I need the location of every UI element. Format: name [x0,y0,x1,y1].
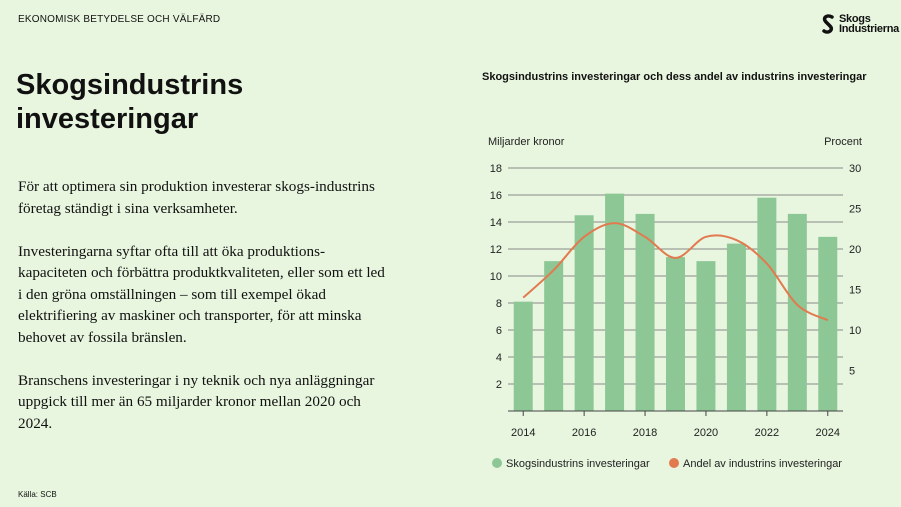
x-tick-label: 2014 [511,427,535,439]
bar [574,215,594,411]
y2-tick-label: 30 [849,163,861,175]
y-tick-label: 14 [490,217,502,229]
y2-tick-label: 25 [849,204,861,216]
y-tick-label: 8 [496,298,502,310]
page-title: Skogsindustrins investeringar [16,69,244,135]
paragraph: Investeringarna syftar ofta till att öka… [18,242,385,346]
paragraph: För att optimera sin produktion invester… [18,178,375,217]
bar [818,236,838,411]
chart-title: Skogsindustrins investeringar och dess a… [482,71,867,83]
legend-label: Andel av industrins investeringar [683,458,842,470]
y2-tick-label: 10 [849,325,861,337]
y-tick-label: 6 [496,325,502,337]
logo-text-1: Skogs [839,13,871,25]
bar [544,261,564,411]
paragraph: Branschens investeringar i ny teknik och… [18,371,375,432]
bar [726,243,746,411]
x-tick-label: 2022 [755,427,779,439]
logo-text-2: Industrierna [839,23,899,35]
legend-marker-share [669,458,679,468]
x-tick-label: 2018 [633,427,657,439]
x-tick-label: 2020 [694,427,718,439]
bar [696,261,716,411]
y-tick-label: 12 [490,244,502,256]
section-label: EKONOMISK BETYDELSE OCH VÄLFÄRD [18,14,221,25]
bar [666,257,685,411]
y-tick-label: 4 [496,352,502,364]
share-line [522,222,829,322]
y2-tick-label: 20 [849,244,861,256]
y-tick-label: 10 [490,271,502,283]
y-tick-label: 16 [490,190,502,202]
y-tick-label: 18 [490,163,502,175]
body-text: För att optimera sin produktion invester… [18,176,388,456]
bar [513,301,533,411]
y-axis-label: Miljarder kronor [488,136,565,148]
bar [787,213,807,411]
logo-icon [822,14,834,34]
y-tick-label: 2 [496,379,502,391]
legend-label: Skogsindustrins investeringar [506,458,650,470]
skogsindustrierna-logo: Skogs Industrierna [820,13,899,35]
bar [757,197,777,411]
bar [635,213,655,411]
y2-tick-label: 5 [849,366,855,378]
bar [605,193,625,411]
legend-marker-investments [492,458,502,468]
source-note: Källa: SCB [18,490,57,499]
x-tick-label: 2024 [816,427,840,439]
x-tick-label: 2016 [572,427,596,439]
y2-tick-label: 15 [849,285,861,297]
y2-axis-label: Procent [824,136,862,148]
